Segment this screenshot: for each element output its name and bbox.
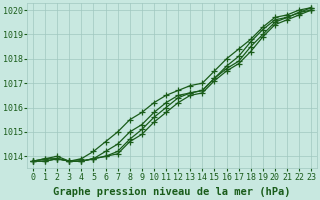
- X-axis label: Graphe pression niveau de la mer (hPa): Graphe pression niveau de la mer (hPa): [53, 187, 291, 197]
